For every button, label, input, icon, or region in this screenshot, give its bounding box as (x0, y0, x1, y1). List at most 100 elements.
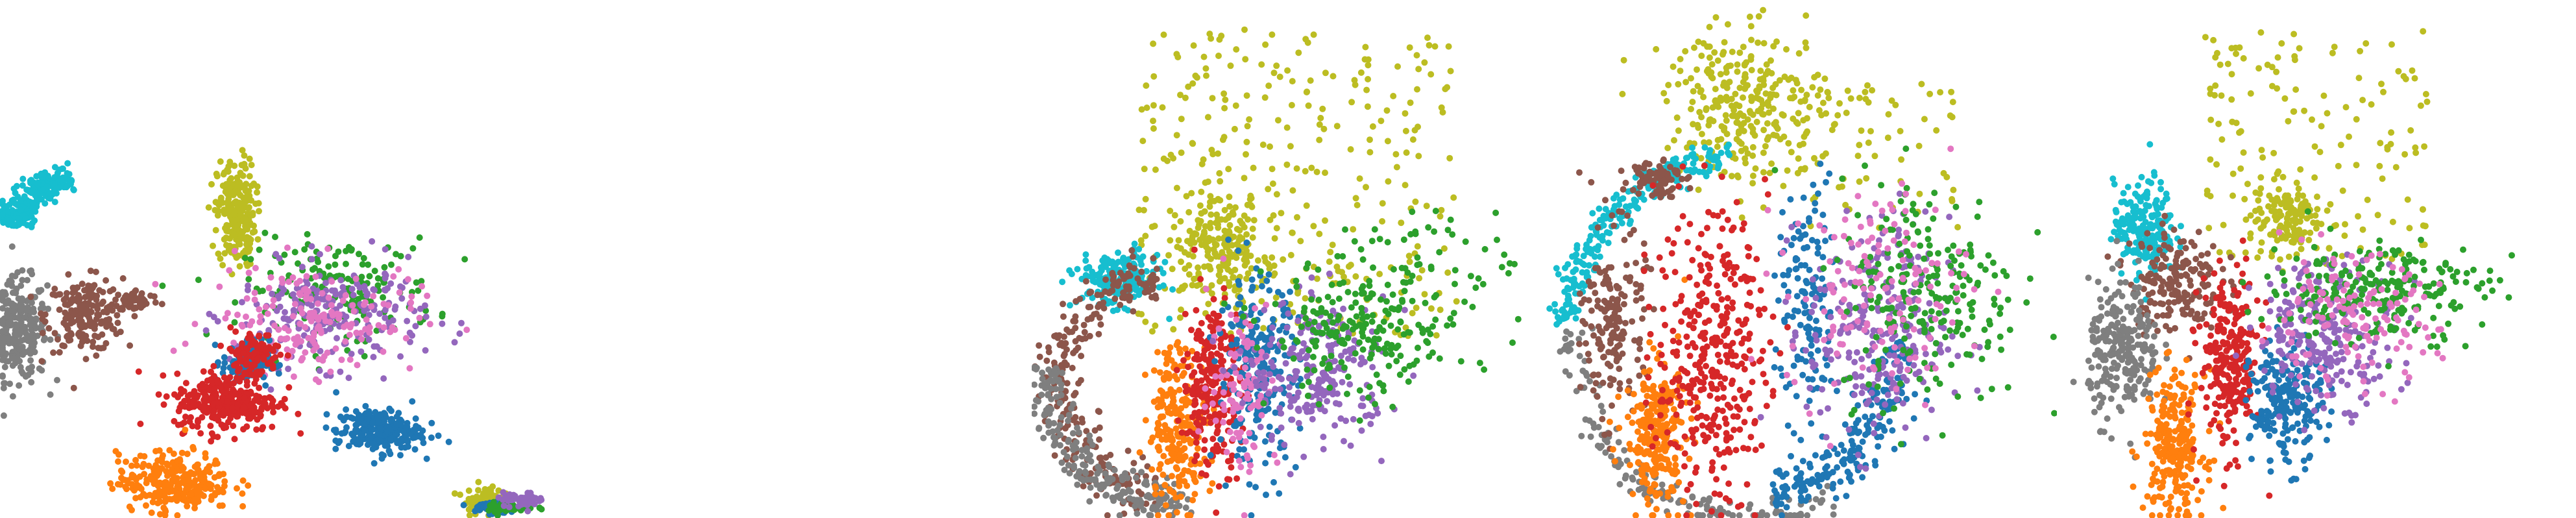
scatter-point (275, 370, 282, 377)
scatter-point (360, 254, 367, 262)
scatter-point (243, 295, 250, 302)
scatter-point (1160, 269, 1167, 277)
scatter-point (182, 413, 189, 421)
scatter-point (226, 382, 232, 389)
scatter-point (234, 312, 241, 318)
scatter-point (475, 487, 481, 494)
scatter-point (1241, 446, 1247, 453)
scatter-point (1365, 62, 1372, 69)
scatter-point (238, 201, 245, 208)
scatter-point (1215, 53, 1222, 59)
scatter-point (1226, 249, 1233, 256)
scatter-point (93, 352, 100, 359)
scatter-point (1200, 416, 1207, 423)
scatter-point (231, 319, 238, 326)
scatter-point (1215, 271, 1222, 278)
scatter-point (1052, 439, 1059, 446)
scatter-point (1164, 458, 1171, 465)
scatter-point (1187, 439, 1194, 447)
cluster-pink (152, 244, 470, 386)
scatter-point (428, 434, 435, 441)
scatter-point (236, 358, 243, 365)
scatter-point (1445, 43, 1452, 50)
scatter-point (1304, 362, 1311, 369)
scatter-point (27, 293, 34, 301)
scatter-point (170, 487, 177, 495)
scatter-point (1170, 326, 1177, 333)
scatter-point (77, 342, 84, 349)
scatter-point (1239, 400, 1246, 406)
scatter-point (1143, 82, 1150, 89)
scatter-point (1087, 484, 1094, 491)
scatter-point (1082, 272, 1089, 278)
scatter-point (115, 458, 121, 465)
scatter-point (1265, 186, 1272, 193)
scatter-point (1410, 372, 1417, 379)
scatter-point (1115, 482, 1122, 489)
scatter-point (1112, 295, 1119, 302)
scatter-point (1286, 384, 1293, 391)
scatter-point (1287, 471, 1294, 478)
scatter-point (1255, 369, 1262, 376)
scatter-point (59, 165, 66, 172)
scatter-point (206, 480, 213, 487)
scatter-point (1038, 391, 1045, 399)
scatter-point (1369, 123, 1376, 130)
scatter-point (1322, 169, 1328, 177)
scatter-point (1152, 491, 1159, 498)
scatter-point (1268, 359, 1275, 365)
scatter-point (361, 352, 368, 360)
scatter-point (44, 282, 51, 289)
scatter-point (215, 472, 223, 479)
scatter-point (1261, 254, 1268, 261)
scatter-point (1089, 268, 1096, 275)
scatter-point (1367, 421, 1374, 428)
scatter-point (200, 368, 207, 375)
scatter-point (1148, 223, 1156, 230)
scatter-point (1143, 105, 1150, 111)
scatter-point (1059, 278, 1066, 286)
scatter-point (1160, 471, 1167, 478)
scatter-point (1126, 264, 1134, 271)
scatter-point (289, 291, 297, 298)
scatter-point (197, 473, 204, 480)
scatter-point (107, 480, 114, 487)
scatter-point (1041, 412, 1048, 419)
scatter-point (346, 356, 354, 363)
scatter-point (1243, 452, 1250, 459)
scatter-point (1202, 340, 1209, 347)
scatter-point (1341, 438, 1347, 445)
scatter-point (1295, 49, 1302, 56)
scatter-point (1185, 83, 1192, 90)
scatter-point (354, 421, 361, 428)
scatter-point (1180, 435, 1187, 442)
scatter-point (1073, 439, 1080, 446)
scatter-point (1453, 298, 1460, 305)
scatter-point (1209, 400, 1216, 407)
scatter-point (1202, 223, 1209, 230)
scatter-point (1221, 206, 1228, 214)
cluster-red (135, 363, 304, 445)
scatter-point (370, 293, 377, 300)
scatter-point (41, 334, 48, 341)
scatter-point (232, 225, 239, 232)
scatter-point (1437, 213, 1444, 220)
scatter-point (1202, 385, 1209, 392)
scatter-point (243, 194, 250, 201)
scatter-point (143, 502, 149, 509)
scatter-point (1163, 360, 1170, 367)
scatter-point (223, 180, 230, 188)
scatter-point (1282, 360, 1289, 367)
scatter-point (15, 315, 22, 321)
scatter-point (1086, 452, 1093, 459)
scatter-point (1088, 470, 1094, 477)
scatter-point (1138, 268, 1145, 275)
scatter-point (426, 321, 433, 328)
scatter-point (1246, 468, 1253, 475)
scatter-point (1287, 252, 1294, 258)
scatter-point (1226, 229, 1233, 236)
scatter-point (1413, 52, 1420, 59)
scatter-point (1195, 388, 1202, 395)
scatter-point (386, 405, 393, 412)
scatter-point (119, 275, 127, 282)
